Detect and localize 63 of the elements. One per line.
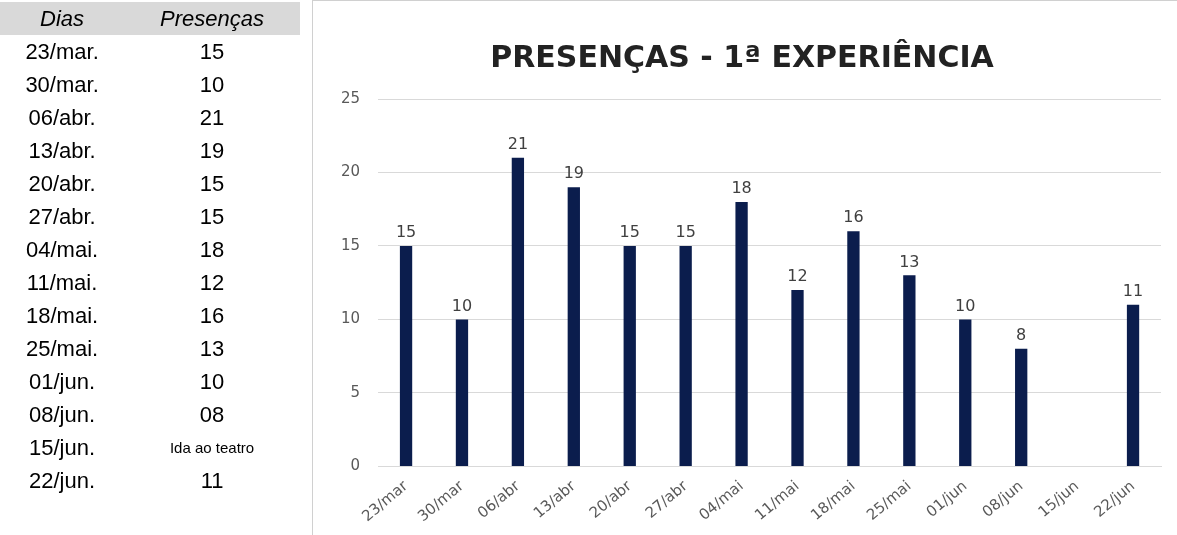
text: 10 [198, 71, 226, 99]
y-tick-label: 5 [350, 382, 361, 401]
data-label: 13 [899, 251, 920, 271]
data-label: 16 [843, 207, 864, 227]
text: 22/jun. [28, 467, 97, 495]
text: 18/mai. [25, 302, 100, 330]
text: 18 [198, 236, 226, 264]
text: 15 [198, 38, 226, 66]
chart-title: PRESENÇAS - 1ª EXPERIÊNCIA [490, 38, 995, 74]
y-tick-label: 0 [350, 456, 361, 475]
text: 30/mar. [24, 71, 100, 99]
y-tick-label: 10 [340, 309, 361, 328]
data-label: 18 [731, 178, 752, 198]
text: 23/mar. [24, 38, 100, 66]
text: 11/mai. [25, 269, 99, 297]
text: 15 [198, 170, 226, 198]
data-label: 12 [787, 266, 808, 286]
y-tick-label: 15 [340, 235, 361, 254]
text: 04/mai. [25, 236, 100, 264]
text: Presenças [124, 2, 300, 35]
text: 21 [198, 104, 226, 132]
text: 19 [198, 137, 226, 165]
text: 25/mai. [25, 335, 100, 363]
text: 12 [198, 269, 226, 297]
text: 06/abr. [27, 104, 97, 132]
bar [511, 157, 525, 466]
text: 16 [198, 302, 226, 330]
data-label: 10 [451, 295, 473, 315]
text: 13 [198, 335, 226, 363]
bar [455, 319, 469, 466]
text: Ida ao teatro [168, 438, 256, 458]
data-label: 19 [563, 163, 584, 183]
text: 11 [199, 467, 225, 495]
y-tick-label: 25 [340, 88, 361, 107]
bar [791, 290, 804, 466]
text: 13/abr. [27, 137, 97, 165]
bar [567, 187, 580, 466]
bar [399, 245, 413, 466]
text: 08 [198, 401, 226, 429]
text: 27/abr. [27, 203, 97, 231]
bar [959, 319, 972, 466]
bar [1126, 304, 1140, 466]
bar [1015, 348, 1028, 466]
data-label: 10 [955, 295, 976, 315]
text: 10 [198, 368, 226, 396]
bar [679, 245, 692, 466]
data-label: 21 [507, 133, 529, 153]
bar [903, 275, 916, 466]
y-tick-label: 20 [340, 162, 361, 181]
bar [623, 245, 636, 466]
text: 01/jun. [28, 368, 97, 396]
text: 08/jun. [28, 401, 97, 429]
bar [847, 231, 860, 466]
data-label: 8 [1016, 325, 1027, 345]
bar [735, 201, 748, 466]
data-label: 15 [619, 222, 640, 242]
data-label: 15 [675, 222, 696, 242]
text: 15 [198, 203, 226, 231]
text: Dias [0, 2, 125, 35]
data-label: 15 [395, 222, 417, 242]
data-label: 11 [1122, 280, 1144, 300]
text: 15/jun. [28, 434, 97, 462]
text: 20/abr. [27, 170, 97, 198]
